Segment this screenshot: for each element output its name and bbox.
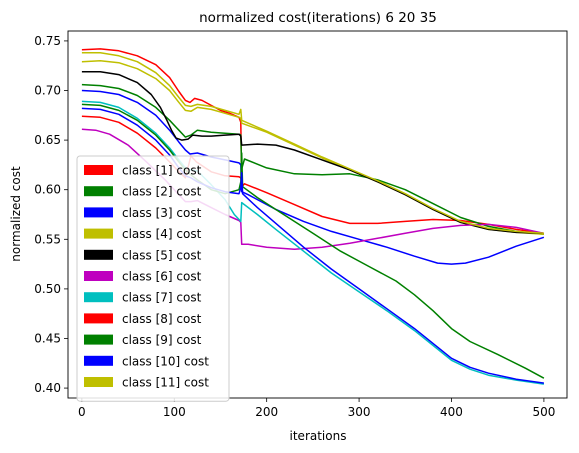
legend-label: class [7] cost (122, 291, 202, 305)
y-tick-label: 0.70 (34, 84, 61, 98)
legend-swatch (84, 334, 113, 345)
legend: class [1] cost class [2] cost class [3] co… (76, 155, 230, 402)
series-line-10 (81, 107, 545, 384)
x-tick-label: 200 (255, 405, 278, 419)
series-line-5 (81, 70, 544, 235)
legend-swatch (84, 228, 113, 239)
y-tick-label: 0.40 (34, 381, 61, 395)
y-tick-label: 0.60 (34, 183, 61, 197)
legend-swatch (84, 313, 113, 324)
legend-box (76, 155, 230, 402)
y-tick-label: 0.75 (34, 34, 61, 48)
x-tick-label: 300 (348, 405, 371, 419)
legend-swatch (84, 186, 113, 197)
legend-swatch (84, 292, 113, 303)
y-axis: 0.40 0.45 0.50 0.55 0.60 0.65 0.70 0.75 (34, 34, 68, 395)
y-tick-label: 0.50 (34, 282, 61, 296)
x-tick-label: 500 (532, 405, 555, 419)
y-axis-label: normalized cost (9, 166, 23, 262)
x-tick-label: 0 (78, 405, 86, 419)
legend-swatch (84, 165, 113, 175)
legend-label: class [10] cost (122, 354, 209, 368)
legend-label: class [6] cost (122, 270, 202, 284)
legend-swatch (84, 207, 113, 218)
legend-label: class [1] cost (122, 164, 202, 178)
legend-swatch (84, 271, 113, 281)
legend-label: class [5] cost (122, 248, 202, 262)
legend-swatch (84, 355, 113, 366)
legend-label: class [2] cost (122, 185, 202, 199)
x-tick-label: 400 (440, 405, 463, 419)
chart-title: normalized cost(iterations) 6 20 35 (199, 10, 437, 26)
x-axis-label: iterations (290, 429, 347, 443)
legend-swatch (84, 249, 113, 260)
legend-swatch (84, 377, 113, 387)
legend-label: class [9] cost (122, 333, 202, 347)
series-line-7 (81, 100, 545, 385)
legend-label: class [11] cost (122, 376, 209, 390)
plot-frame (67, 30, 568, 399)
y-tick-label: 0.45 (34, 331, 61, 345)
legend-label: class [4] cost (122, 227, 202, 241)
legend-label: class [3] cost (122, 206, 202, 220)
y-tick-label: 0.55 (34, 232, 61, 246)
legend-label: class [8] cost (122, 312, 202, 326)
series-line-11 (81, 52, 544, 235)
x-tick-label: 100 (163, 405, 186, 419)
y-tick-label: 0.65 (34, 133, 61, 147)
series-line-9 (81, 103, 545, 379)
